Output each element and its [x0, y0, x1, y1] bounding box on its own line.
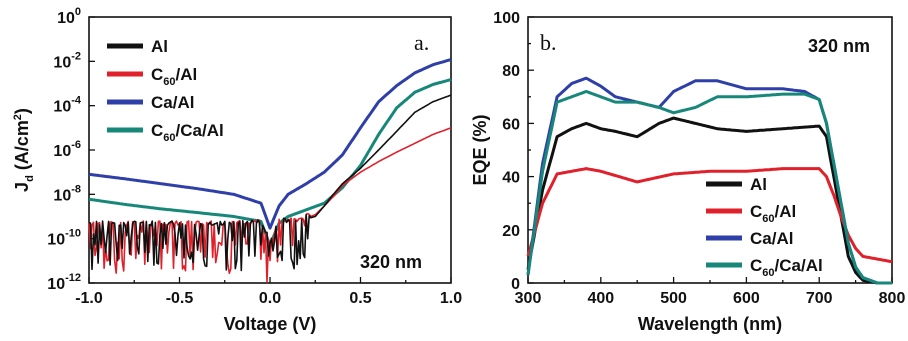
panel-b-x-tick-label: 400: [587, 290, 614, 307]
panel-b-series-1: [526, 167, 893, 264]
panel-a-x-tick-label: 0.0: [259, 290, 281, 307]
panel-a-series-0: [88, 94, 452, 272]
panel-a-y-tick-label: 100: [57, 6, 81, 27]
panel-a-y-tick-label: 10-10: [47, 228, 81, 249]
panel-a-ticks: -1.0 -0.5 0.0 0.5 1.0 100 10-2 10-4 10-6 10-8 10-1…: [47, 6, 462, 307]
panel-a-y-tick-label: 10-4: [53, 95, 81, 116]
panel-a-ylabel-rest: (A/cm: [12, 120, 32, 175]
panel-b-y-tick-label: 100: [493, 10, 520, 27]
panel-a-y-axis-label: Jd (A/cm2): [12, 108, 36, 192]
panel-b-x-tick-label: 600: [733, 290, 760, 307]
panel-b-x-tick-label: 700: [806, 290, 833, 307]
panel-b-legend: Al C60/Al Ca/Al C60/Ca/Al: [706, 175, 823, 279]
panel-a-series-2: [88, 58, 452, 230]
panel-a-ylabel-sup: 2: [12, 114, 24, 120]
panel-b-y-tick-label: 20: [502, 223, 520, 240]
panel-b-legend-label-2: Ca/Al: [750, 229, 793, 248]
panel-a-jv-chart: -1.0 -0.5 0.0 0.5 1.0 100 10-2 10-4 10-6 10-8 10-1…: [12, 6, 462, 334]
panel-b-series-group: [526, 76, 893, 285]
panel-a-legend-label-2: Ca/Al: [151, 93, 194, 112]
panel-b-ticks: 300 400 500 600 700 800 0 20 40 60 80 100: [493, 10, 905, 307]
panel-a-series-group: [88, 58, 452, 283]
panel-b-series-3: [526, 90, 892, 285]
panel-a-y-tick-label: 10-12: [47, 272, 81, 293]
panel-a-series-1: [88, 127, 452, 283]
panel-b-y-tick-label: 0: [511, 276, 520, 293]
panel-b-x-axis-label: Wavelength (nm): [638, 314, 782, 334]
panel-a-x-axis-label: Voltage (V): [224, 314, 317, 334]
panel-b-x-tick-label: 300: [515, 290, 542, 307]
panel-b-legend-label-0: Al: [750, 175, 767, 194]
panel-b-annotation: 320 nm: [808, 36, 870, 56]
panel-a-ylabel-sub: d: [24, 175, 36, 182]
panel-b-label: b.: [540, 30, 557, 55]
panel-a-x-tick-label: -1.0: [75, 290, 103, 307]
panel-a-y-tick-label: 10-6: [53, 139, 81, 160]
panel-b-y-tick-label: 60: [502, 116, 520, 133]
panel-b-x-tick-label: 500: [660, 290, 687, 307]
panel-b-x-tick-label: 800: [879, 290, 906, 307]
panel-b-y-tick-label: 80: [502, 63, 520, 80]
panel-a-y-tick-label: 10-2: [53, 50, 81, 71]
panel-a-legend-label-1: C60/Al: [151, 65, 197, 88]
panel-b-legend-label-1: C60/Al: [750, 202, 796, 225]
panel-a-legend-label-3: C60/Ca/Al: [151, 121, 224, 144]
panel-a-legend-label-0: Al: [151, 37, 168, 56]
panel-a-legend: Al C60/Al Ca/Al C60/Ca/Al: [107, 37, 224, 144]
panel-b-series-0: [526, 116, 892, 285]
panel-a-label: a.: [414, 30, 429, 55]
panel-a-x-tick-label: 1.0: [440, 290, 462, 307]
panel-a-annotation: 320 nm: [360, 252, 422, 272]
panel-a-ylabel-base: J: [12, 182, 32, 192]
panel-a-x-tick-label: 0.5: [349, 290, 371, 307]
panel-a-x-tick-label: -0.5: [166, 290, 194, 307]
panel-b-y-axis-label: EQE (%): [470, 114, 490, 185]
panel-a-y-tick-label: 10-8: [53, 183, 81, 204]
panel-b-y-tick-label: 40: [502, 170, 520, 187]
panel-a-ylabel-close: ): [12, 108, 32, 114]
panel-b-eqe-chart: 300 400 500 600 700 800 0 20 40 60 80 100 b. 320 nm…: [470, 10, 905, 334]
panel-b-legend-label-3: C60/Ca/Al: [750, 256, 823, 279]
panel-b-plot-frame: [527, 16, 893, 284]
